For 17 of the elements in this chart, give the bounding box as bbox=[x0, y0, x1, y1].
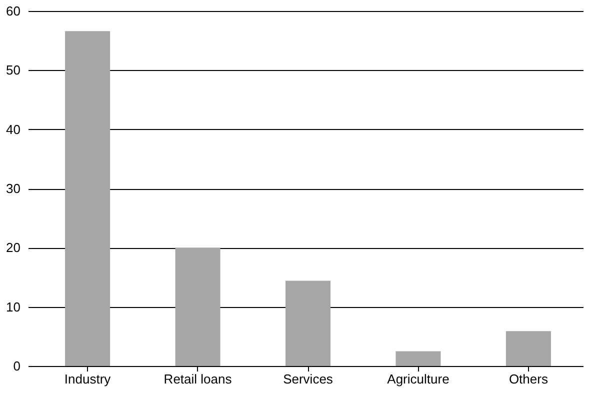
y-tick-label: 30 bbox=[6, 181, 20, 196]
bar bbox=[286, 280, 330, 366]
bar bbox=[506, 331, 551, 366]
bar bbox=[65, 31, 110, 366]
y-tick-label: 20 bbox=[6, 240, 20, 256]
bar bbox=[175, 248, 220, 366]
y-tick-label: 40 bbox=[6, 122, 20, 137]
x-tick-label: Agriculture bbox=[387, 372, 450, 386]
bar bbox=[396, 351, 441, 366]
y-tick-label: 60 bbox=[6, 4, 20, 18]
y-tick-label: 0 bbox=[13, 358, 20, 374]
y-tick-label: 50 bbox=[6, 62, 20, 78]
x-tick-label: Industry bbox=[64, 372, 112, 386]
x-tick-label: Others bbox=[508, 372, 548, 386]
x-tick-label: Services bbox=[283, 372, 334, 386]
x-tick-label: Retail loans bbox=[164, 372, 232, 386]
y-tick-label: 10 bbox=[6, 299, 20, 314]
